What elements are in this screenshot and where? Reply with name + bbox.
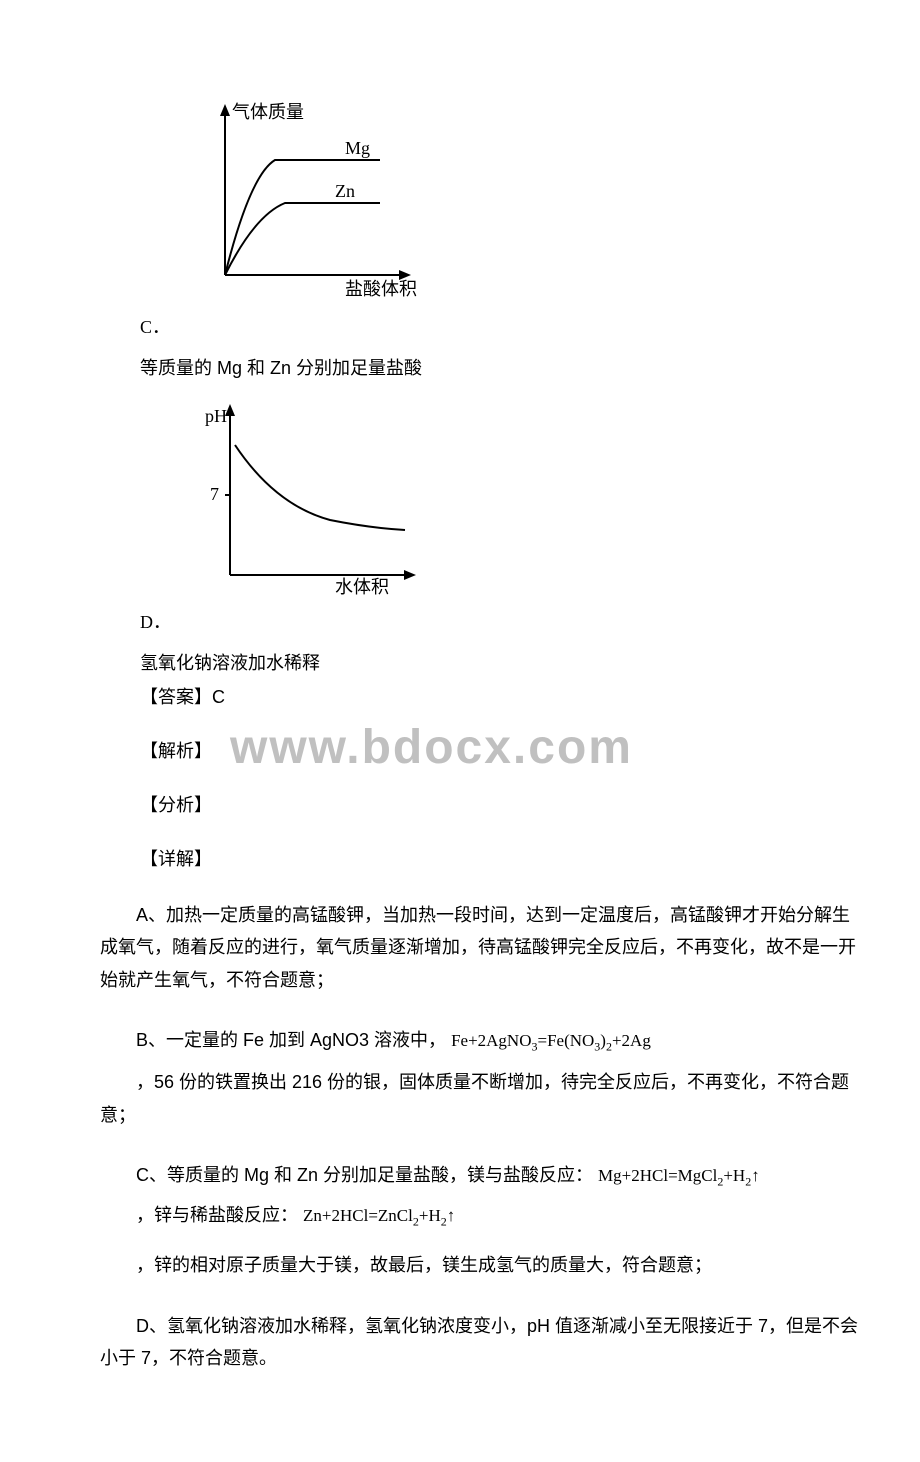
analysis-label: 【解析】: [140, 737, 860, 763]
explanation-c: C、等质量的 Mg 和 Zn 分别加足量盐酸，镁与盐酸反应： Mg+2HCl=M…: [100, 1159, 860, 1193]
option-c-label: C．: [140, 317, 170, 337]
explain-b-suffix: ，56 份的铁置换出 216 份的银，固体质量不断增加，待完全反应后，不再变化，…: [100, 1066, 860, 1131]
answer: 【答案】C: [140, 683, 860, 709]
chart1-xlabel: 盐酸体积: [345, 279, 417, 299]
chart-ph: pH 7 水体积: [180, 400, 860, 600]
chart2-ytick: 7: [210, 484, 219, 504]
chart-gas-mass: 气体质量 盐酸体积 Mg Zn: [180, 100, 860, 305]
sub-analysis-label: 【分析】: [140, 791, 860, 817]
formula-b: Fe+2AgNO3=Fe(NO3)2+2Ag: [451, 1031, 651, 1050]
explain-c-prefix: C、等质量的 Mg 和 Zn 分别加足量盐酸，镁与盐酸反应：: [136, 1165, 593, 1185]
formula-c2: Zn+2HCl=ZnCl2+H2↑: [303, 1206, 455, 1225]
chart2-xlabel: 水体积: [335, 577, 389, 595]
chart-ph-svg: pH 7 水体积: [180, 400, 440, 595]
option-d-label: D．: [140, 612, 171, 632]
chart2-ylabel: pH: [205, 406, 227, 426]
explain-c-mid-text: ，锌与稀盐酸反应：: [136, 1205, 298, 1225]
formula-c1: Mg+2HCl=MgCl2+H2↑: [598, 1166, 760, 1185]
option-c-description: 等质量的 Mg 和 Zn 分别加足量盐酸: [140, 354, 860, 380]
explain-b-prefix: B、一定量的 Fe 加到 AgNO3 溶液中，: [136, 1030, 446, 1050]
explanation-d: D、氢氧化钠溶液加水稀释，氢氧化钠浓度变小，pH 值逐渐减小至无限接近于 7，但…: [100, 1310, 860, 1375]
option-d-block: pH 7 水体积: [140, 400, 860, 600]
explain-c-end: ，锌的相对原子质量大于镁，故最后，镁生成氢气的质量大，符合题意；: [100, 1249, 860, 1281]
option-c-block: 气体质量 盐酸体积 Mg Zn: [140, 100, 860, 305]
explanation-b: B、一定量的 Fe 加到 AgNO3 溶液中， Fe+2AgNO3=Fe(NO3…: [100, 1024, 860, 1058]
detail-label: 【详解】: [140, 845, 860, 871]
chart1-zn-label: Zn: [335, 181, 355, 201]
chart1-ylabel: 气体质量: [232, 102, 304, 122]
explanation-a: A、加热一定质量的高锰酸钾，当加热一段时间，达到一定温度后，高锰酸钾才开始分解生…: [100, 899, 860, 996]
naoh-description: 氢氧化钠溶液加水稀释: [140, 649, 860, 675]
chart-gas-svg: 气体质量 盐酸体积 Mg Zn: [180, 100, 420, 300]
explain-c-mid: ，锌与稀盐酸反应： Zn+2HCl=ZnCl2+H2↑: [100, 1201, 860, 1229]
chart1-mg-label: Mg: [345, 138, 370, 158]
